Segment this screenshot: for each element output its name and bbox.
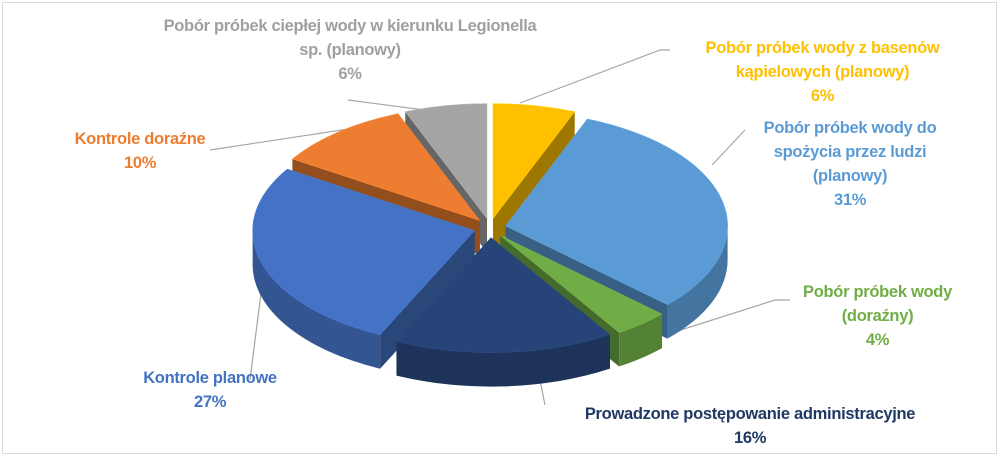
leader-line <box>519 49 670 104</box>
value-label: 16% <box>733 429 767 447</box>
leader-line <box>539 379 546 406</box>
slice-wall <box>619 314 663 367</box>
value-label: 31% <box>833 191 867 209</box>
leader-line <box>209 127 356 151</box>
slice-label: Kontrole planowe 27% <box>100 366 320 414</box>
value-label: 10% <box>123 154 157 172</box>
category-label: Prowadzone postępowanie administracyjne <box>584 405 916 423</box>
slice <box>291 113 481 222</box>
value-label: 6% <box>338 65 362 83</box>
value-label: 4% <box>865 331 890 349</box>
leader-line <box>249 284 263 381</box>
category-label: Pobór próbek ciepłej wody w kierunku Leg… <box>163 17 537 59</box>
slice-label: Pobór próbek ciepłej wody w kierunku Leg… <box>160 14 540 86</box>
slice-label: Prowadzone postępowanie administracyjne 1… <box>520 402 980 450</box>
slice-wall <box>667 225 728 339</box>
category-label: Pobór próbek wody z basenów kąpielowych … <box>705 39 940 81</box>
slice-label: Pobór próbek wody do spożycia przez ludz… <box>745 116 955 212</box>
slice <box>252 168 476 336</box>
slice-label: Kontrole doraźne 10% <box>40 127 240 175</box>
category-label: Pobór próbek wody (doraźny) <box>803 283 952 325</box>
category-label: Pobór próbek wody do spożycia przez ludz… <box>763 119 937 185</box>
slice-label: Pobór próbek wody (doraźny) 4% <box>795 280 960 352</box>
category-label: Kontrole planowe <box>143 369 277 387</box>
value-label: 6% <box>810 87 835 105</box>
slice <box>500 235 663 333</box>
slice-label: Pobór próbek wody z basenów kąpielowych … <box>690 36 955 108</box>
slice-wall <box>252 230 381 369</box>
leader-lines <box>209 49 790 406</box>
slice <box>404 103 488 220</box>
category-label: Kontrole doraźne <box>74 130 206 148</box>
slice <box>492 103 576 220</box>
leader-line <box>664 299 790 336</box>
pie <box>252 103 728 387</box>
leader-line <box>711 129 746 166</box>
slice <box>396 237 611 353</box>
value-label: 27% <box>193 393 227 411</box>
slice <box>505 118 728 305</box>
